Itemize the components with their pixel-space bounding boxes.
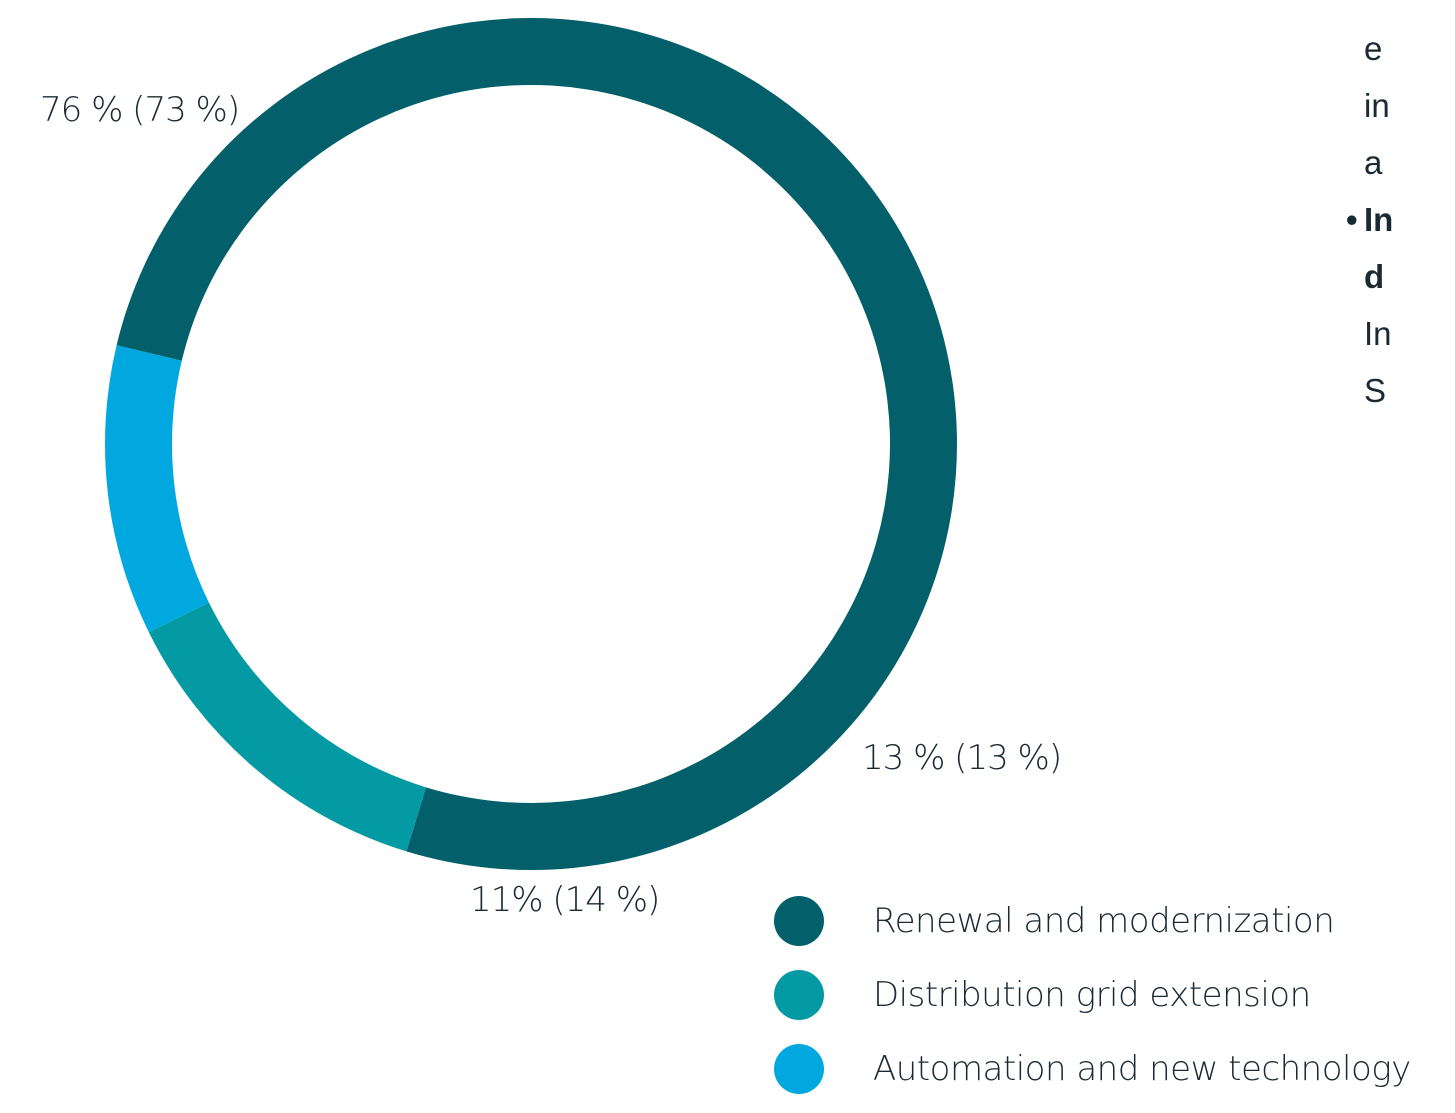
side-text-line: d (1364, 258, 1385, 295)
slice-automation (104, 345, 209, 633)
legend-item-automation: Automation and new technology (774, 1032, 1411, 1106)
legend-item-renewal: Renewal and modernization (774, 884, 1411, 958)
side-text-line: In (1364, 315, 1392, 352)
donut-slices (104, 17, 957, 870)
side-text-line: • In (1346, 191, 1455, 248)
legend-label-distribution: Distribution grid extension (873, 975, 1311, 1015)
donut-chart (104, 17, 957, 870)
data-label-distribution: 13 % (13 %) (862, 738, 1062, 778)
legend-label-renewal: Renewal and modernization (873, 901, 1335, 941)
slice-distribution (148, 602, 427, 852)
side-text-line: e (1364, 30, 1383, 67)
legend-item-distribution: Distribution grid extension (774, 958, 1411, 1032)
legend-swatch-renewal (774, 896, 824, 946)
data-label-automation: 11% (14 %) (470, 880, 660, 920)
bullet-icon: • (1346, 201, 1358, 238)
side-text-line: S (1364, 372, 1387, 409)
side-text-line: in (1364, 87, 1390, 124)
side-text-line: a (1364, 144, 1383, 181)
side-text-bold: In (1364, 201, 1394, 238)
legend-swatch-distribution (774, 970, 824, 1020)
legend-label-automation: Automation and new technology (873, 1049, 1411, 1089)
legend-swatch-automation (774, 1044, 824, 1094)
legend: Renewal and modernization Distribution g… (774, 884, 1411, 1106)
clipped-side-text: e in a • In d In S (1346, 20, 1455, 419)
data-label-renewal: 76 % (73 %) (40, 90, 240, 130)
